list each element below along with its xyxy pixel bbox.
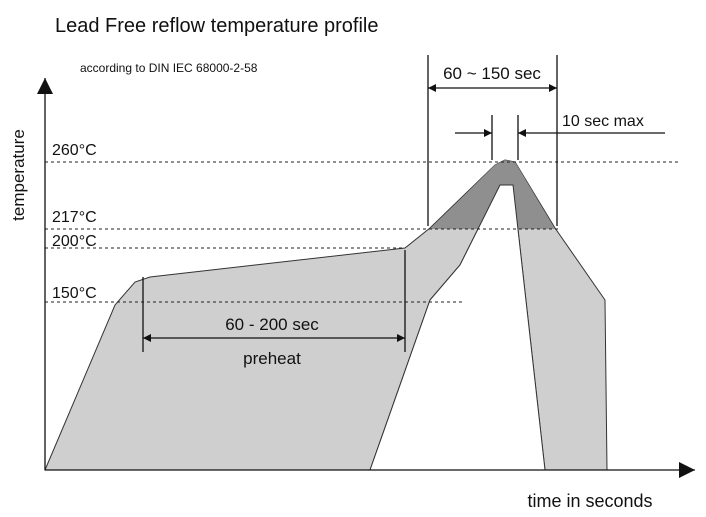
annotation: 60 - 200 sec [225,315,319,334]
x-axis-label: time in seconds [527,491,652,511]
subtitle: according to DIN IEC 68000-2-58 [80,61,258,75]
annotation: 10 sec max [562,113,644,130]
level-label: 150°C [52,285,97,302]
level-label: 260°C [52,142,97,159]
annotation: preheat [243,349,301,368]
profile [44,159,608,471]
level-label: 217°C [52,209,97,226]
level-label: 200°C [52,233,97,250]
y-axis-label: temperature [9,129,28,221]
title: Lead Free reflow temperature profile [55,15,379,37]
annotation: 60 ~ 150 sec [443,64,541,83]
